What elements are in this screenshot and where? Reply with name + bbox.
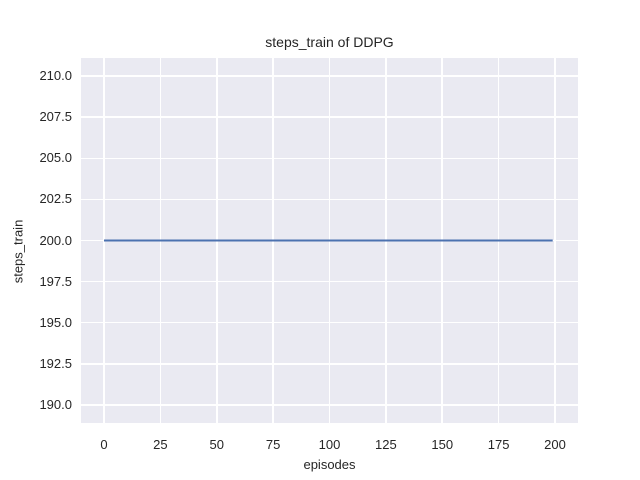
y-gridline	[81, 404, 578, 406]
y-gridline	[81, 75, 578, 77]
x-tick-label: 175	[487, 437, 510, 452]
y-tick-label: 195.0	[39, 314, 72, 330]
x-tick-label: 25	[153, 437, 168, 452]
x-tick-label: 75	[265, 437, 281, 452]
y-tick-label: 210.0	[39, 68, 72, 84]
x-tick-label: 50	[209, 437, 224, 452]
y-tick-label: 207.5	[39, 109, 72, 125]
y-tick-label: 205.0	[39, 150, 72, 166]
y-gridline	[81, 198, 578, 201]
y-gridline	[81, 280, 578, 283]
y-gridline	[81, 116, 578, 118]
x-tick-label: 100	[318, 437, 341, 452]
y-gridline	[81, 157, 578, 160]
x-tick-label: 150	[431, 437, 454, 452]
plot-area	[81, 58, 578, 423]
y-tick-label: 202.5	[39, 191, 72, 207]
y-tick-label: 190.0	[39, 396, 72, 412]
x-tick-label: 200	[544, 437, 566, 452]
y-tick-label: 192.5	[39, 355, 72, 371]
y-gridline	[81, 363, 578, 365]
y-axis-label: steps_train	[10, 219, 26, 284]
x-axis-label: episodes	[303, 457, 356, 472]
chart-title: steps_train of DDPG	[265, 34, 394, 50]
y-tick-label: 197.5	[39, 273, 72, 289]
data-line-layer	[104, 239, 553, 242]
x-tick-label: 0	[100, 437, 108, 452]
y-gridline	[81, 321, 578, 324]
y-tick-label: 200.0	[39, 232, 72, 248]
x-tick-label: 125	[375, 437, 397, 452]
